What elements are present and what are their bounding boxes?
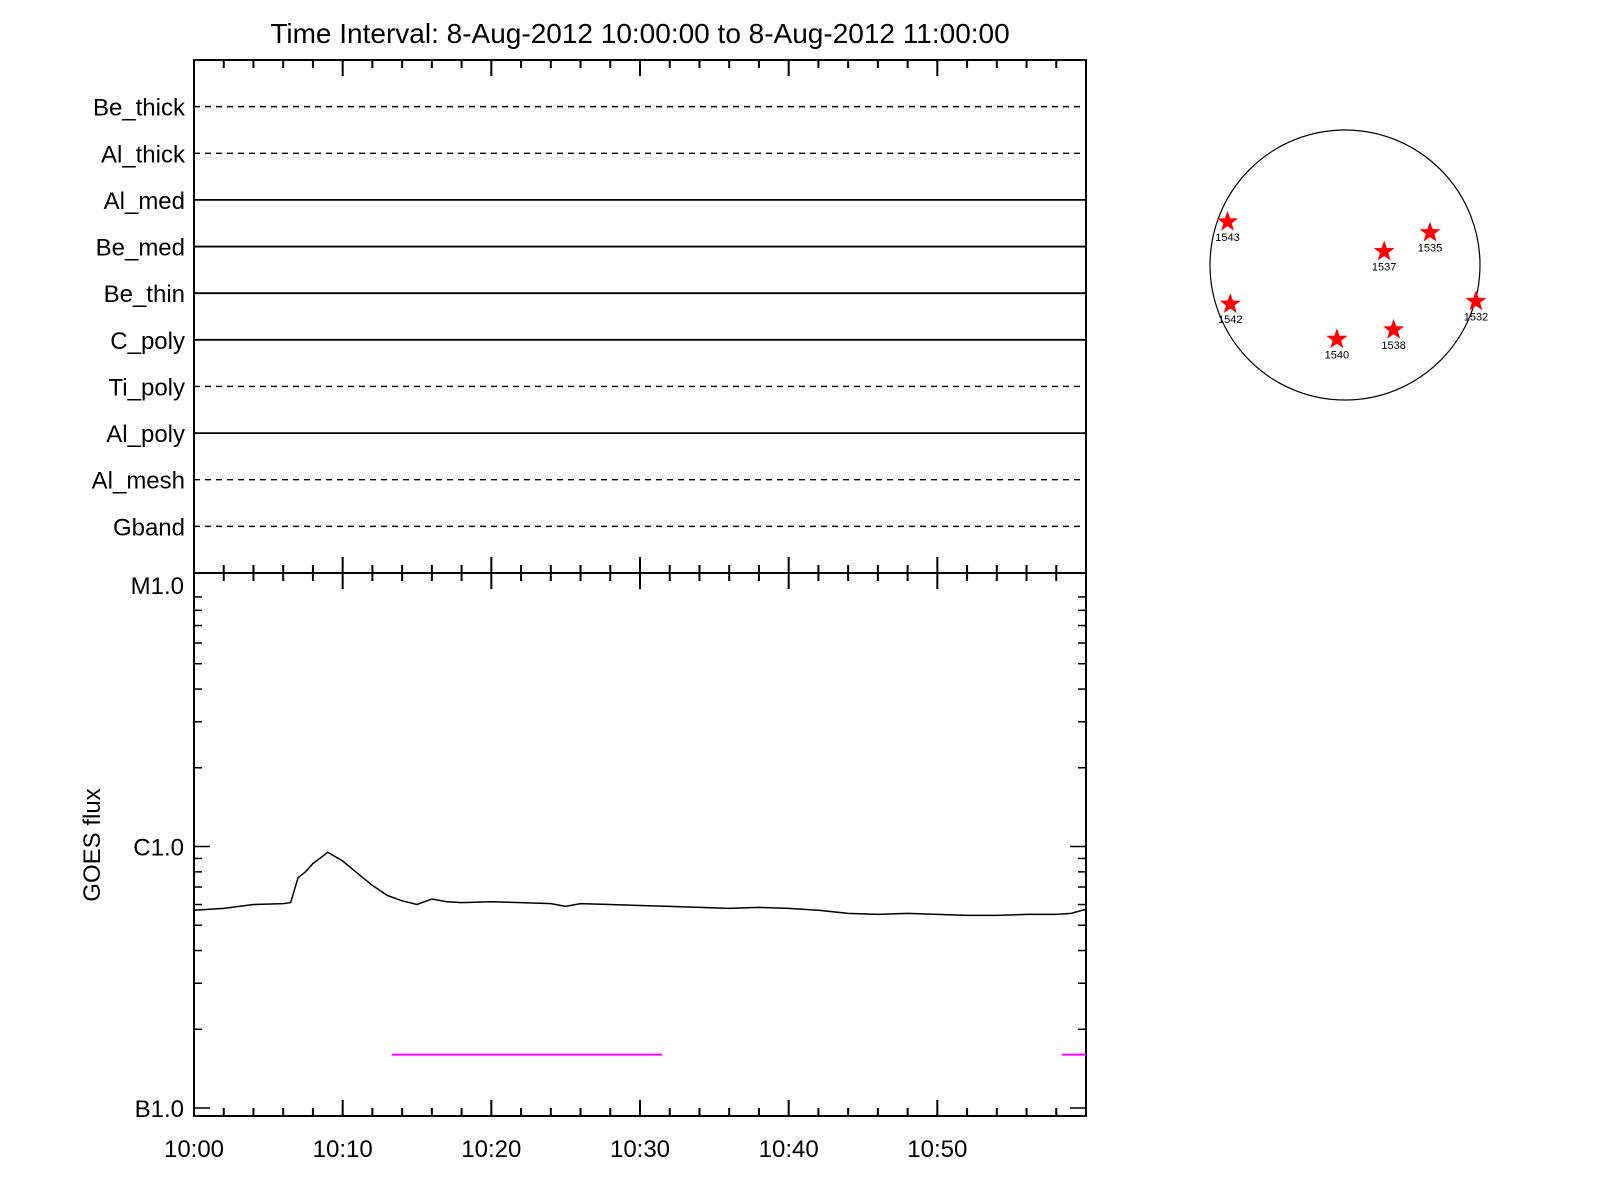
goes-flux-panel: 10:00 10:10 10:20 10:30 10:40 10:50 M1.0 C1.0 B1… — [79, 60, 1087, 1163]
active-region-marker — [1383, 318, 1405, 339]
filter-label: Gband — [113, 514, 185, 541]
filter-label: Be_thin — [104, 281, 185, 308]
y-tick-label: C1.0 — [133, 835, 184, 862]
solar-disk-outline — [1209, 129, 1481, 401]
y-axis-label: GOES flux — [79, 788, 106, 901]
x-tick-label: 10:20 — [461, 1136, 521, 1163]
active-region-label: 1542 — [1218, 314, 1242, 326]
active-region-label: 1535 — [1418, 243, 1442, 255]
filter-label: C_poly — [110, 328, 185, 355]
filter-label: Be_thick — [93, 95, 186, 122]
y-tick-label: B1.0 — [135, 1096, 184, 1123]
active-region-marker — [1217, 210, 1238, 231]
active-region-label: 1537 — [1372, 262, 1396, 274]
x-tick-label: 10:40 — [759, 1136, 819, 1163]
filter-label: Be_med — [96, 235, 185, 262]
filter-label: Al_poly — [106, 421, 185, 448]
active-region-marker — [1419, 221, 1441, 242]
filter-label: Al_thick — [101, 141, 186, 168]
goes-flux-line — [193, 851, 1087, 917]
filter-label: Al_med — [104, 188, 185, 215]
filter-label: Ti_poly — [109, 374, 185, 401]
chart-title: Time Interval: 8-Aug-2012 10:00:00 to 8-… — [270, 18, 1009, 49]
active-region-marker — [1326, 328, 1348, 349]
active-region-marker — [1465, 290, 1487, 311]
x-tick-label: 10:30 — [610, 1136, 670, 1163]
active-region-label: 1532 — [1464, 311, 1488, 323]
active-region-marker — [1219, 293, 1241, 313]
x-tick-label: 10:10 — [313, 1136, 373, 1163]
solar-disk-panel: 1543 1535 1537 1542 1532 1540 1538 — [1209, 129, 1488, 401]
y-tick-label: M1.0 — [131, 573, 184, 600]
goes-panel-frame — [193, 572, 1087, 1117]
filter-state-panel: Be_thick Al_thick Al_med Be_med Be_thin C_pol… — [92, 59, 1087, 574]
active-region-label: 1543 — [1215, 232, 1239, 244]
filter-label: Al_mesh — [92, 468, 185, 495]
active-region-marker — [1373, 240, 1395, 261]
filter-panel-frame — [193, 59, 1087, 574]
x-tick-label: 10:00 — [164, 1136, 224, 1163]
active-region-label: 1540 — [1325, 349, 1349, 361]
x-tick-label: 10:50 — [907, 1136, 967, 1163]
active-region-label: 1538 — [1381, 340, 1405, 352]
